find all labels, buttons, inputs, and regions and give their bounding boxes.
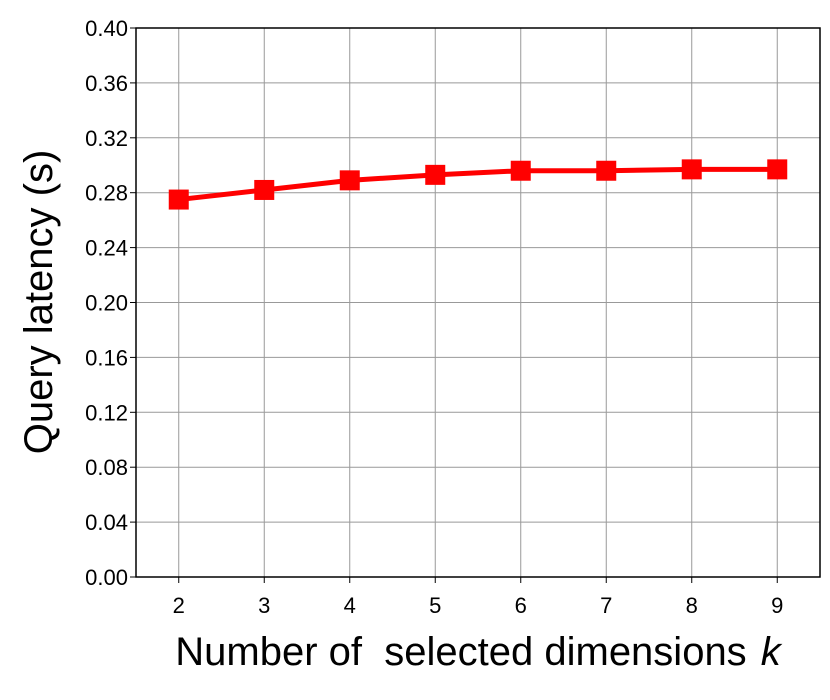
x-tick-label: 5	[429, 593, 441, 618]
x-tick-label: 2	[173, 593, 185, 618]
x-axis-label-symbol: k	[761, 630, 783, 674]
plot-frame	[135, 27, 821, 578]
point-marker	[510, 160, 531, 181]
x-axis-label-text: Number of selected dimensions	[175, 630, 746, 674]
y-tick-label: 0.00	[85, 565, 128, 590]
x-tick-label: 8	[686, 593, 698, 618]
point-marker	[681, 159, 702, 180]
x-tick-label: 9	[771, 593, 783, 618]
point-marker	[168, 189, 189, 210]
point-marker	[596, 160, 617, 181]
y-tick-label: 0.36	[85, 71, 128, 96]
y-tick-label: 0.28	[85, 181, 128, 206]
point-marker	[767, 159, 788, 180]
x-axis-label: Number of selected dimensions k	[175, 630, 782, 674]
y-tick-label: 0.40	[85, 16, 128, 41]
point-marker	[254, 179, 275, 200]
x-tick-label: 3	[258, 593, 270, 618]
series-line	[178, 166, 778, 203]
point-marker	[425, 164, 446, 185]
x-tick-label: 6	[515, 593, 527, 618]
y-tick-label: 0.32	[85, 126, 128, 151]
y-tick-label: 0.16	[85, 345, 128, 370]
x-tick-label: 7	[600, 593, 612, 618]
y-tick-label: 0.24	[85, 236, 128, 261]
x-tick-label: 4	[344, 593, 356, 618]
y-tick-label: 0.12	[85, 400, 128, 425]
y-tick-label: 0.20	[85, 291, 128, 316]
point-marker	[339, 170, 360, 191]
y-tick-label: 0.04	[85, 510, 128, 535]
y-tick-label: 0.08	[85, 455, 128, 480]
y-axis-label: Query latency (s)	[17, 150, 61, 455]
